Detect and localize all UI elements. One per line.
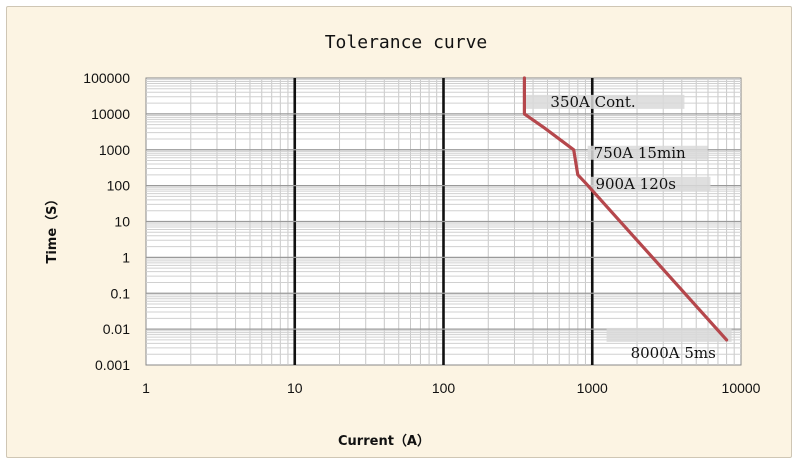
tolerance-curve-line — [522, 76, 729, 342]
y-tick-label: 0.01 — [103, 321, 130, 337]
x-axis-label: Current（A） — [338, 433, 430, 449]
annotation-band — [606, 327, 732, 342]
annotation-label: 750A 15min — [594, 144, 686, 162]
y-tick-label: 1000 — [99, 142, 130, 158]
y-tick-label: 0.1 — [111, 285, 131, 301]
annotation-label: 350A Cont. — [550, 93, 635, 111]
x-tick-label: 100 — [432, 380, 456, 396]
y-tick-label: 10 — [114, 214, 130, 230]
x-tick-label: 1000 — [577, 380, 608, 396]
y-axis-label: Time（S） — [44, 192, 60, 263]
annotation-label: 900A 120s — [595, 175, 676, 193]
annotation-label: 8000A 5ms — [631, 344, 716, 362]
annotation-band — [590, 176, 711, 191]
annotation-band — [587, 145, 708, 160]
y-tick-label: 100000 — [83, 70, 130, 86]
y-tick-label: 1 — [122, 249, 130, 265]
x-tick-label: 10 — [287, 380, 303, 396]
y-tick-label: 0.001 — [95, 357, 130, 373]
y-tick-label: 100 — [107, 178, 131, 194]
chart-title: Tolerance curve — [325, 32, 488, 53]
x-tick-label: 1 — [142, 380, 150, 396]
annotation-band — [524, 94, 685, 109]
x-tick-label: 10000 — [722, 380, 761, 396]
y-tick-label: 10000 — [91, 106, 130, 122]
